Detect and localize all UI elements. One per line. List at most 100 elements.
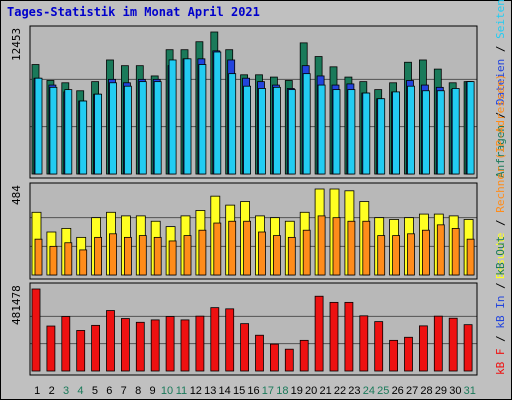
bar-middle-rechner-ip-adressen- xyxy=(392,235,401,276)
bar-middle-rechner-ip-adressen- xyxy=(109,233,117,276)
x-tick-label: 22 xyxy=(334,385,346,397)
plot-area-top xyxy=(29,25,478,179)
bar-top-seiten xyxy=(362,92,371,175)
bar-top-seiten xyxy=(198,64,207,175)
page-title: Tages-Statistik im Monat April 2021 xyxy=(7,5,260,19)
x-tick-label: 29 xyxy=(435,385,447,397)
x-tick-label: 28 xyxy=(420,385,432,397)
legend-entry: / xyxy=(494,328,507,349)
x-tick-label: 27 xyxy=(406,385,418,397)
bar-bottom-kb-f xyxy=(31,288,41,372)
bar-middle-rechner-ip-adressen- xyxy=(64,242,73,276)
bar-middle-rechner-ip-adressen- xyxy=(243,220,252,276)
bar-top-seiten xyxy=(436,90,445,175)
bar-top-seiten xyxy=(64,89,73,175)
bar-bottom-kb-f xyxy=(255,334,264,372)
legend-entry: Seiten xyxy=(494,0,507,39)
bar-middle-rechner-ip-adressen- xyxy=(436,224,445,276)
bar-top-seiten xyxy=(332,89,341,175)
bar-top-seiten xyxy=(377,98,386,175)
x-tick-label: 18 xyxy=(276,385,288,397)
max-value-label-bottom: 481478 xyxy=(10,285,23,325)
bar-bottom-kb-f xyxy=(269,343,279,372)
bar-middle-rechner-ip-adressen- xyxy=(34,238,43,276)
bar-top-seiten xyxy=(228,73,237,175)
bar-bottom-kb-f xyxy=(165,316,175,372)
x-tick-label: 30 xyxy=(449,385,461,397)
bar-middle-rechner-ip-adressen- xyxy=(377,235,386,276)
x-tick-label: 7 xyxy=(121,385,127,397)
bar-top-seiten xyxy=(466,81,475,175)
legend-entry: / xyxy=(494,275,507,296)
bar-bottom-kb-f xyxy=(359,315,369,372)
bar-bottom-kb-f xyxy=(374,321,384,372)
x-tick-label: 9 xyxy=(150,385,156,397)
x-tick-label: 1 xyxy=(34,385,40,397)
x-tick-label: 2 xyxy=(49,385,55,397)
bar-middle-rechner-ip-adressen- xyxy=(332,217,341,276)
bar-top-seiten xyxy=(451,88,460,175)
bar-middle-rechner-ip-adressen- xyxy=(49,245,58,276)
bar-top-seiten xyxy=(272,86,281,175)
bar-middle-rechner-ip-adressen- xyxy=(287,236,296,276)
bar-middle-rechner-ip-adressen- xyxy=(421,229,430,276)
bar-top-seiten xyxy=(34,77,43,175)
x-tick-label: 17 xyxy=(262,385,274,397)
x-tick-label: 31 xyxy=(464,385,476,397)
x-tick-label: 20 xyxy=(305,385,317,397)
bar-top-seiten xyxy=(183,58,192,175)
bar-top-seiten xyxy=(109,82,117,175)
legend-entry: kB Out xyxy=(494,235,507,276)
bar-top-seiten xyxy=(124,85,132,175)
x-tick-label: 5 xyxy=(92,385,98,397)
bar-bottom-kb-f xyxy=(299,339,309,372)
bar-bottom-kb-f xyxy=(329,301,339,372)
bar-middle-rechner-ip-adressen- xyxy=(317,215,326,276)
x-tick-label: 25 xyxy=(377,385,389,397)
max-value-label-top: 12453 xyxy=(10,28,23,62)
bar-bottom-kb-f xyxy=(195,315,205,372)
plot-area-middle xyxy=(29,182,478,280)
bar-middle-rechner-ip-adressen- xyxy=(451,228,460,276)
bar-bottom-kb-f xyxy=(463,324,473,372)
bar-bottom-kb-f xyxy=(121,318,130,372)
bar-top-seiten xyxy=(302,73,311,175)
max-value-label-middle: 484 xyxy=(10,185,23,205)
bar-middle-rechner-ip-adressen- xyxy=(466,238,475,276)
bar-bottom-kb-f xyxy=(135,321,145,372)
plot-area-bottom xyxy=(29,282,478,376)
bar-bottom-kb-f xyxy=(46,325,56,372)
bar-bottom-kb-f xyxy=(76,330,86,372)
bar-bottom-kb-f xyxy=(210,307,220,372)
bar-middle-rechner-ip-adressen- xyxy=(213,222,222,276)
legend-entry: / xyxy=(494,212,507,233)
bar-bottom-kb-f xyxy=(389,339,399,372)
bar-middle-rechner-ip-adressen- xyxy=(153,236,162,276)
legend-entry: Rechner (IP-Adressen) xyxy=(494,73,507,213)
bar-middle-rechner-ip-adressen- xyxy=(258,231,266,276)
bar-bottom-kb-f xyxy=(240,323,250,372)
bar-bottom-kb-f xyxy=(418,325,428,372)
x-tick-label: 13 xyxy=(204,385,216,397)
x-tick-label: 16 xyxy=(247,385,259,397)
x-tick-label: 10 xyxy=(161,385,173,397)
bar-bottom-kb-f xyxy=(61,316,71,372)
bar-middle-rechner-ip-adressen- xyxy=(407,233,415,276)
bar-top-seiten xyxy=(49,86,58,175)
x-tick-label: 4 xyxy=(77,385,83,397)
bar-top-seiten xyxy=(421,90,430,175)
bar-bottom-kb-f xyxy=(225,308,235,372)
bar-middle-rechner-ip-adressen- xyxy=(138,235,147,276)
bar-middle-rechner-ip-adressen- xyxy=(272,235,281,276)
bar-top-seiten xyxy=(317,84,326,175)
bar-top-seiten xyxy=(243,85,252,175)
bar-middle-rechner-ip-adressen- xyxy=(168,240,177,276)
bar-top-seiten xyxy=(138,81,147,175)
x-tick-label: 21 xyxy=(319,385,331,397)
bar-bottom-kb-f xyxy=(448,317,458,372)
bar-top-seiten xyxy=(287,89,296,175)
bar-middle-rechner-ip-adressen- xyxy=(347,220,356,276)
x-tick-label: 26 xyxy=(392,385,404,397)
x-tick-label: 15 xyxy=(233,385,245,397)
